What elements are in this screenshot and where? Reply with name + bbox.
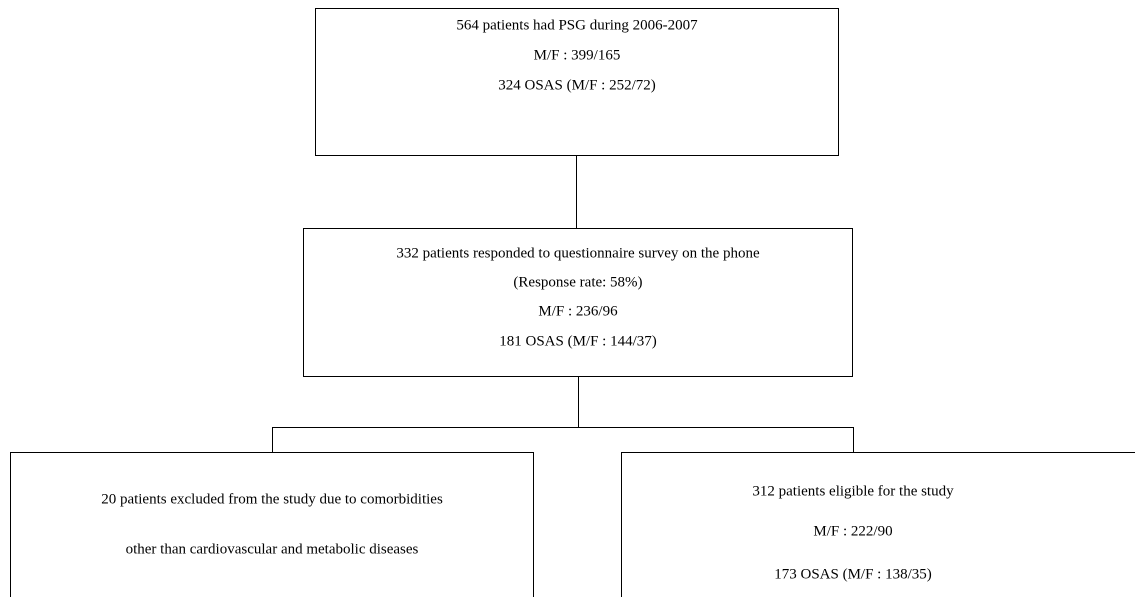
node-text: other than cardiovascular and metabolic … — [126, 541, 419, 557]
node-text: M/F : 222/90 — [813, 523, 892, 539]
node-box — [303, 228, 853, 377]
node-box — [10, 452, 534, 597]
node-text: 564 patients had PSG during 2006-2007 — [456, 17, 698, 33]
node-text: 324 OSAS (M/F : 252/72) — [498, 77, 656, 93]
node-text: 332 patients responded to questionnaire … — [396, 245, 760, 261]
node-text: 181 OSAS (M/F : 144/37) — [499, 333, 657, 349]
node-text: 173 OSAS (M/F : 138/35) — [774, 566, 932, 582]
node-text: M/F : 236/96 — [538, 303, 618, 319]
node-text: 312 patients eligible for the study — [752, 483, 954, 499]
node-box — [315, 8, 839, 156]
node-text: M/F : 399/165 — [534, 47, 621, 63]
node-text: (Response rate: 58%) — [513, 274, 642, 290]
node-box — [621, 452, 1135, 597]
node-text: 20 patients excluded from the study due … — [101, 491, 443, 507]
